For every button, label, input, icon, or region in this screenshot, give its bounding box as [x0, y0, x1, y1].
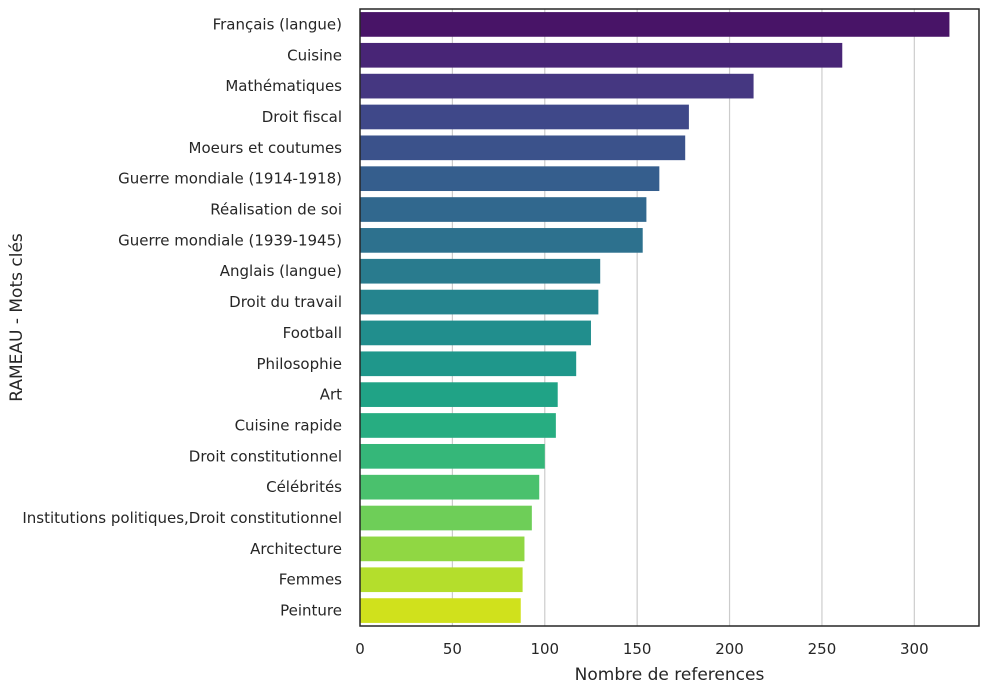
bar — [360, 258, 601, 284]
grid-lines — [451, 9, 915, 626]
y-tick-label: Cuisine rapide — [235, 416, 342, 434]
y-tick-label: Guerre mondiale (1914-1918) — [118, 170, 342, 188]
bar — [360, 228, 643, 253]
bar — [360, 42, 843, 68]
y-tick-label: Femmes — [279, 571, 342, 589]
x-tick-label: 250 — [808, 640, 837, 658]
bar — [360, 413, 556, 438]
bar — [360, 166, 660, 192]
bar — [360, 104, 689, 130]
x-tick-label: 200 — [715, 640, 744, 658]
x-tick-label: 150 — [623, 640, 652, 658]
x-tick-label: 50 — [443, 640, 462, 658]
x-tick-label: 0 — [355, 640, 365, 658]
y-tick-label: Moeurs et coutumes — [189, 139, 343, 157]
y-tick-label: Philosophie — [257, 355, 342, 373]
bar — [360, 197, 647, 222]
plot-frame — [359, 8, 980, 627]
bar — [360, 567, 523, 593]
y-tick-label: Institutions politiques,Droit constituti… — [22, 509, 342, 527]
y-tick-label: Français (langue) — [213, 15, 342, 33]
bar — [360, 320, 591, 346]
x-tick-labels: 0 50 100 150 200 250 300 — [355, 640, 928, 658]
x-tick-label: 100 — [530, 640, 559, 658]
y-tick-label: Peinture — [280, 602, 342, 620]
y-tick-label: Droit constitutionnel — [189, 447, 342, 465]
y-axis-title: RAMEAU - Mots clés — [7, 233, 27, 402]
bar — [360, 474, 540, 500]
y-tick-label: Célébrités — [266, 478, 342, 496]
y-tick-label: Anglais (langue) — [220, 262, 342, 280]
y-tick-label: Guerre mondiale (1939-1945) — [118, 231, 342, 249]
x-tick-label: 300 — [900, 640, 929, 658]
bar — [360, 73, 754, 99]
x-axis-title: Nombre de references — [575, 665, 765, 685]
bar — [360, 382, 558, 407]
bar — [360, 505, 532, 531]
bar — [360, 598, 521, 623]
y-tick-label: Cuisine — [287, 46, 342, 64]
y-tick-label: Droit du travail — [229, 293, 342, 311]
bar — [360, 351, 577, 377]
y-tick-label: Football — [283, 324, 342, 342]
y-tick-labels: Français (langue) Cuisine Mathématiques Dro… — [22, 15, 342, 619]
bar — [360, 443, 545, 469]
y-tick-label: Mathématiques — [225, 77, 342, 95]
y-tick-label: Architecture — [250, 540, 342, 558]
bar — [360, 12, 950, 37]
bars — [360, 12, 950, 623]
y-tick-label: Réalisation de soi — [210, 201, 342, 219]
bar — [360, 135, 686, 161]
y-tick-label: Art — [320, 386, 342, 404]
y-tick-label: Droit fiscal — [262, 108, 342, 126]
bar — [360, 536, 525, 562]
bar — [360, 289, 599, 315]
